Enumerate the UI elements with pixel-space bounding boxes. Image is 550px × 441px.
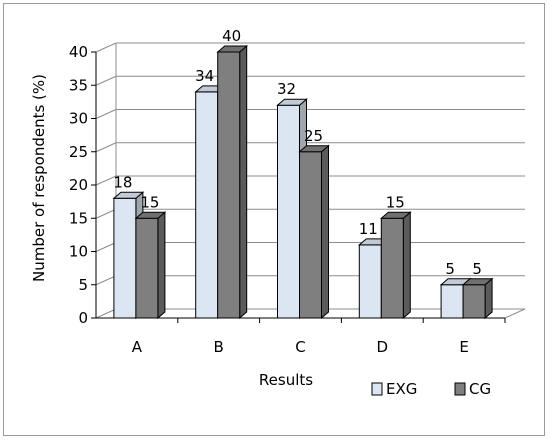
axes: 0 5 10 15 20 25 30 35 40 A B C D E xyxy=(69,43,526,356)
legend-swatch-cg xyxy=(454,382,466,396)
legend-item-exg: EXG xyxy=(371,380,417,398)
data-label: 15 xyxy=(386,193,405,211)
data-label: 5 xyxy=(472,260,482,278)
bar-front xyxy=(299,151,322,319)
y-tick-label: 35 xyxy=(69,76,88,94)
bar-cg-b xyxy=(216,44,249,320)
bar-top xyxy=(461,278,494,286)
y-tick-label: 20 xyxy=(69,176,88,194)
y-tick-label: 30 xyxy=(69,110,88,128)
bar-front xyxy=(135,217,159,319)
bar-front xyxy=(217,51,241,319)
bar-front xyxy=(277,104,300,319)
bar-side xyxy=(484,277,493,320)
gridline-side xyxy=(95,275,117,286)
bars xyxy=(112,44,494,320)
x-tick-label: B xyxy=(214,338,224,356)
bar-top xyxy=(134,211,167,219)
data-label: 25 xyxy=(304,127,323,145)
gridline-side xyxy=(95,242,117,252)
bar-front xyxy=(440,284,464,319)
bar-front xyxy=(380,217,404,319)
data-labels: 18 15 34 40 32 25 11 15 5 5 xyxy=(113,27,482,278)
floor-edge xyxy=(504,308,526,319)
bar-side xyxy=(321,144,329,320)
gridline-side xyxy=(95,175,117,186)
gridline-side xyxy=(95,42,117,53)
bar-top xyxy=(379,211,412,219)
x-tick-label: D xyxy=(377,338,389,356)
y-tick-label: 10 xyxy=(69,243,88,261)
bar-side xyxy=(402,211,411,320)
y-tick-label: 40 xyxy=(69,43,88,61)
bar-cg-a xyxy=(134,211,167,320)
legend-item-cg: CG xyxy=(454,380,491,398)
bar-top xyxy=(216,45,249,53)
x-axis-title: Results xyxy=(259,371,313,389)
bar-front xyxy=(195,91,219,319)
chart-frame xyxy=(3,3,545,436)
data-label: 18 xyxy=(113,173,132,191)
bar-front xyxy=(358,244,382,319)
bar-side xyxy=(239,44,248,320)
x-tick-label: E xyxy=(459,338,468,356)
legend: EXG CG xyxy=(371,380,491,398)
bar-front xyxy=(113,197,137,319)
y-axis-title: Number of respondents (%) xyxy=(30,74,48,282)
legend-label-cg: CG xyxy=(469,380,491,398)
legend-label-exg: EXG xyxy=(386,380,417,398)
data-label: 32 xyxy=(277,80,296,98)
data-label: 40 xyxy=(222,27,241,45)
y-tick-label: 0 xyxy=(78,309,88,327)
legend-swatch-exg xyxy=(371,382,383,396)
data-label: 11 xyxy=(359,220,378,238)
x-tick-label: C xyxy=(295,338,305,356)
data-label: 5 xyxy=(445,260,455,278)
gridline-side xyxy=(95,109,117,119)
x-tick-label: A xyxy=(132,338,143,356)
bar-top xyxy=(276,98,308,106)
bar-top xyxy=(298,145,330,153)
bar-top xyxy=(112,191,145,199)
data-label: 15 xyxy=(140,193,159,211)
gridline-side xyxy=(95,208,117,219)
bar-cg-e xyxy=(461,277,494,320)
gridline-side xyxy=(95,308,117,319)
data-label: 34 xyxy=(195,67,214,85)
gridline-side xyxy=(95,142,117,153)
y-tick-label: 25 xyxy=(69,143,88,161)
gridline-side xyxy=(95,75,117,86)
bar-cg-d xyxy=(379,211,412,320)
bar-cg-c xyxy=(298,144,330,320)
bar-front xyxy=(462,284,486,319)
y-tick-label: 5 xyxy=(78,276,88,294)
y-tick-label: 15 xyxy=(69,209,88,227)
bar-side xyxy=(157,211,166,320)
